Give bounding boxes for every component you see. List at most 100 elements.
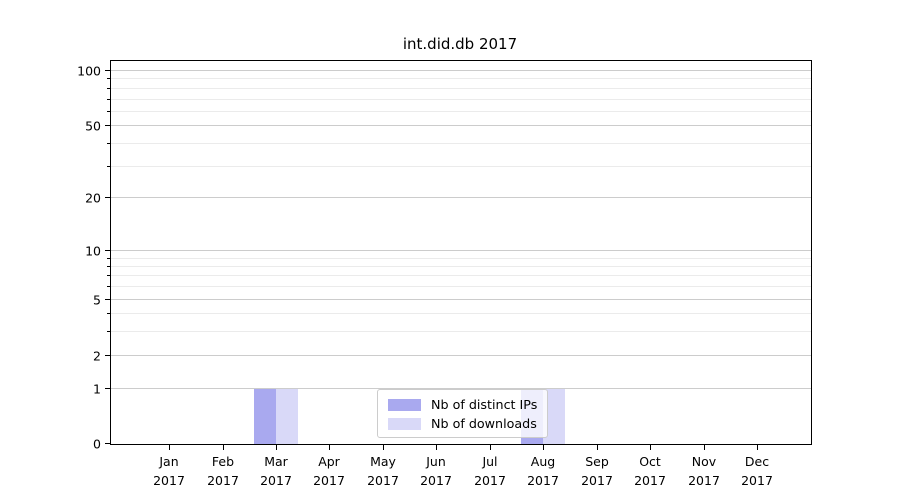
bar-nb-of-distinct-ips	[254, 389, 276, 444]
x-axis-tick-label: Feb 2017	[188, 452, 258, 490]
x-tick-month: Mar	[264, 454, 288, 469]
y-axis-minor-tick	[107, 313, 110, 314]
x-tick-year: 2017	[260, 473, 292, 488]
y-axis-minor-tick	[107, 166, 110, 167]
y-axis-tick	[105, 196, 110, 198]
x-tick-year: 2017	[420, 473, 452, 488]
x-tick-month: Jul	[482, 454, 498, 469]
major-gridline	[111, 125, 811, 126]
minor-gridline	[111, 99, 811, 100]
x-axis-tick	[543, 445, 545, 450]
x-axis-tick-label: Nov 2017	[669, 452, 739, 490]
y-axis-minor-tick	[107, 111, 110, 112]
x-axis-tick	[436, 445, 438, 450]
minor-gridline	[111, 258, 811, 259]
plot-area: 0 1 2 5 10 20 50 100 Jan 2017 Feb 2017 Mar 2017 Apr 201…	[77, 60, 812, 488]
x-axis-tick-label: Mar 2017	[241, 452, 311, 490]
x-tick-year: 2017	[367, 473, 399, 488]
chart-title: int.did.db 2017	[402, 35, 518, 53]
x-tick-month: Oct	[639, 454, 661, 469]
minor-gridline	[111, 88, 811, 89]
y-axis-tick-label: 0	[93, 436, 101, 452]
legend-entry: Nb of distinct IPs	[388, 397, 537, 412]
x-tick-month: Aug	[530, 454, 556, 469]
x-tick-year: 2017	[741, 473, 773, 488]
y-axis-tick-label: 2	[93, 348, 101, 364]
minor-gridline	[111, 266, 811, 267]
y-axis-minor-tick	[107, 275, 110, 276]
x-axis-tick	[169, 445, 171, 450]
x-tick-year: 2017	[474, 473, 506, 488]
x-axis-tick	[597, 445, 599, 450]
x-axis-tick	[704, 445, 706, 450]
y-axis-tick-label: 1	[93, 381, 101, 397]
x-tick-month: Nov	[691, 454, 717, 469]
y-axis-tick	[105, 69, 110, 71]
x-axis-tick	[650, 445, 652, 450]
y-axis-tick-label: 5	[93, 292, 101, 308]
minor-gridline	[111, 275, 811, 276]
x-axis-tick	[276, 445, 278, 450]
x-axis-tick-label: Sep 2017	[562, 452, 632, 490]
major-gridline	[111, 388, 811, 389]
y-axis-tick-label: 20	[85, 190, 101, 206]
x-tick-month: Jun	[426, 454, 446, 469]
minor-gridline	[111, 286, 811, 287]
legend-entry-label: Nb of distinct IPs	[431, 397, 538, 412]
x-tick-month: Dec	[744, 454, 770, 469]
minor-gridline	[111, 313, 811, 314]
y-axis-tick	[105, 354, 110, 356]
x-axis-tick-label: Jan 2017	[134, 452, 204, 490]
x-axis-tick	[223, 445, 225, 450]
x-axis-tick-label: Apr 2017	[294, 452, 364, 490]
x-axis-tick-label: Oct 2017	[615, 452, 685, 490]
x-axis-tick-label: Aug 2017	[508, 452, 578, 490]
x-axis-tick	[329, 445, 331, 450]
legend: Nb of distinct IPs Nb of downloads	[377, 389, 548, 438]
y-axis-tick-label: 50	[85, 118, 101, 134]
y-axis-tick	[105, 298, 110, 300]
legend-swatch	[388, 398, 421, 411]
x-axis-tick	[383, 445, 385, 450]
major-gridline	[111, 197, 811, 198]
y-axis-minor-tick	[107, 331, 110, 332]
y-axis-minor-tick	[107, 78, 110, 79]
x-axis-tick-label: May 2017	[348, 452, 418, 490]
minor-gridline	[111, 111, 811, 112]
legend-entry: Nb of downloads	[388, 416, 537, 431]
y-axis-tick	[105, 442, 110, 444]
x-tick-month: Feb	[211, 454, 235, 469]
y-axis-minor-tick	[107, 88, 110, 89]
bar-nb-of-downloads	[276, 389, 298, 444]
x-axis-tick-label: Jun 2017	[401, 452, 471, 490]
x-tick-month: Apr	[318, 454, 340, 469]
x-axis-tick-label: Dec 2017	[722, 452, 792, 490]
x-tick-month: May	[370, 454, 396, 469]
y-axis-tick-label: 100	[77, 63, 101, 79]
major-gridline	[111, 250, 811, 251]
minor-gridline	[111, 166, 811, 167]
legend-swatch	[388, 417, 421, 430]
minor-gridline	[111, 143, 811, 144]
x-tick-year: 2017	[688, 473, 720, 488]
minor-gridline	[111, 78, 811, 79]
y-axis-minor-tick	[107, 99, 110, 100]
x-tick-year: 2017	[527, 473, 559, 488]
y-axis-tick	[105, 387, 110, 389]
y-axis-minor-tick	[107, 258, 110, 259]
x-tick-year: 2017	[153, 473, 185, 488]
x-tick-year: 2017	[634, 473, 666, 488]
x-tick-year: 2017	[313, 473, 345, 488]
y-axis-tick-label: 10	[85, 243, 101, 259]
y-axis-minor-tick	[107, 143, 110, 144]
x-axis-tick	[757, 445, 759, 450]
x-axis-tick	[490, 445, 492, 450]
bar-nb-of-downloads	[543, 389, 565, 444]
x-tick-year: 2017	[207, 473, 239, 488]
legend-entry-label: Nb of downloads	[431, 416, 537, 431]
y-axis-minor-tick	[107, 266, 110, 267]
major-gridline	[111, 299, 811, 300]
x-tick-month: Sep	[585, 454, 609, 469]
y-axis-tick	[105, 124, 110, 126]
